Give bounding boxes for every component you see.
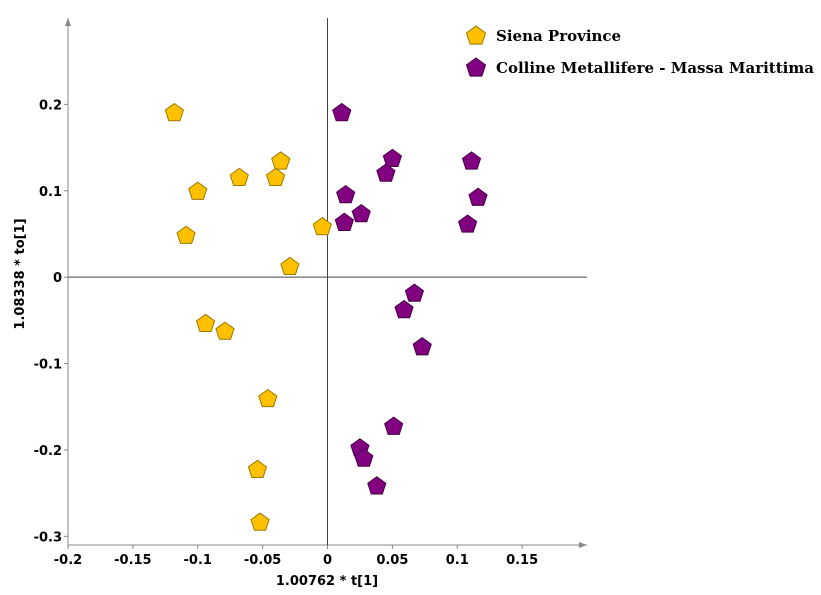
- x-tick-label: 0.1: [446, 553, 469, 568]
- legend-marker-icon: [465, 25, 487, 45]
- siena-province-point: [215, 321, 235, 340]
- siena-province-point: [312, 216, 332, 236]
- legend: Siena Province Colline Metallifere - Mass…: [465, 25, 814, 77]
- ticks-layer: -0.2 -0.15 -0.1 -0.05 0 0.05 0.1 0.15 -0.3 -0.2 -0…: [34, 98, 539, 568]
- x-tick-label: -0.1: [184, 553, 212, 568]
- siena-province-point: [250, 512, 270, 531]
- siena-province-point: [188, 181, 208, 200]
- x-tick-label: -0.05: [244, 553, 281, 568]
- colline-metallifere-point: [334, 212, 354, 231]
- x-tick-label: -0.15: [114, 553, 151, 568]
- points-layer: [164, 102, 488, 531]
- siena-province-point: [258, 388, 278, 408]
- y-tick-label: -0.1: [34, 358, 62, 373]
- y-axis-label: 1.08338 * to[1]: [13, 218, 28, 329]
- y-axis-arrow-icon: [65, 18, 71, 26]
- x-axis-label: 1.00762 * t[1]: [276, 574, 378, 589]
- siena-province-point: [280, 256, 300, 275]
- y-tick-label: 0.1: [39, 185, 62, 200]
- legend-marker-icon: [465, 57, 487, 77]
- colline-metallifere-point: [458, 214, 478, 233]
- siena-province-point: [271, 151, 291, 170]
- x-tick-label: 0: [323, 553, 332, 568]
- y-tick-label: -0.3: [34, 530, 62, 545]
- colline-metallifere-point: [376, 163, 396, 182]
- siena-province-point: [265, 167, 286, 187]
- siena-province-point: [176, 225, 196, 244]
- axes-layer: [65, 18, 587, 548]
- y-tick-label: 0: [53, 271, 62, 286]
- colline-metallifere-point: [336, 184, 356, 204]
- colline-metallifere-point: [404, 283, 425, 302]
- legend-label: Colline Metallifere - Massa Marittima: [496, 59, 814, 77]
- x-axis-arrow-icon: [579, 542, 587, 548]
- colline-metallifere-point: [367, 476, 387, 495]
- colline-metallifere-point: [354, 448, 374, 467]
- siena-province-point: [229, 167, 249, 187]
- x-tick-label: 0.05: [376, 553, 408, 568]
- x-tick-label: 0.15: [506, 553, 538, 568]
- y-tick-label: 0.2: [39, 98, 62, 113]
- y-tick-label: -0.2: [34, 444, 62, 459]
- x-tick-label: -0.2: [54, 553, 82, 568]
- colline-metallifere-point: [332, 102, 352, 122]
- colline-metallifere-point: [394, 299, 414, 319]
- legend-label: Siena Province: [496, 27, 621, 45]
- colline-metallifere-point: [468, 187, 488, 206]
- colline-metallifere-point: [461, 151, 482, 170]
- siena-province-point: [195, 313, 216, 333]
- siena-province-point: [164, 102, 185, 122]
- siena-province-point: [247, 459, 268, 479]
- colline-metallifere-point: [412, 337, 432, 356]
- colline-metallifere-point: [382, 148, 402, 168]
- colline-metallifere-point: [384, 416, 404, 435]
- colline-metallifere-point: [351, 203, 371, 223]
